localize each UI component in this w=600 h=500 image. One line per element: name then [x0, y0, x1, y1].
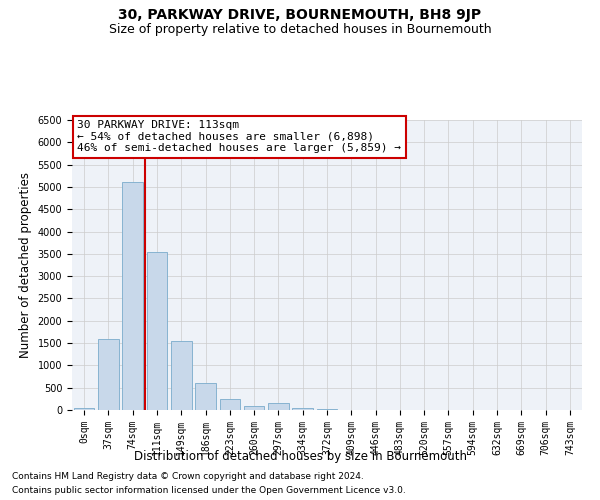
Bar — [171, 341, 191, 410]
Text: Contains HM Land Registry data © Crown copyright and database right 2024.: Contains HM Land Registry data © Crown c… — [12, 472, 364, 481]
Bar — [292, 408, 313, 410]
Text: Distribution of detached houses by size in Bournemouth: Distribution of detached houses by size … — [133, 450, 467, 463]
Bar — [195, 383, 216, 410]
Bar — [98, 338, 119, 410]
Y-axis label: Number of detached properties: Number of detached properties — [19, 172, 32, 358]
Bar — [244, 406, 265, 410]
Bar — [268, 404, 289, 410]
Bar — [146, 252, 167, 410]
Text: 30 PARKWAY DRIVE: 113sqm
← 54% of detached houses are smaller (6,898)
46% of sem: 30 PARKWAY DRIVE: 113sqm ← 54% of detach… — [77, 120, 401, 153]
Text: 30, PARKWAY DRIVE, BOURNEMOUTH, BH8 9JP: 30, PARKWAY DRIVE, BOURNEMOUTH, BH8 9JP — [118, 8, 482, 22]
Bar — [317, 408, 337, 410]
Bar — [74, 408, 94, 410]
Bar — [220, 399, 240, 410]
Text: Contains public sector information licensed under the Open Government Licence v3: Contains public sector information licen… — [12, 486, 406, 495]
Bar — [122, 182, 143, 410]
Text: Size of property relative to detached houses in Bournemouth: Size of property relative to detached ho… — [109, 22, 491, 36]
